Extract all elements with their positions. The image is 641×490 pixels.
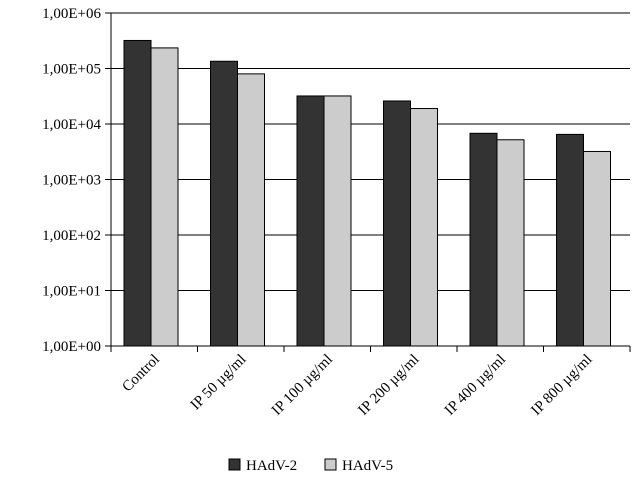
x-tick-labels: Control IP 50 µg/ml IP 100 µg/ml IP 200 µg/… xyxy=(119,352,595,419)
bar-hadv-5-4 xyxy=(496,139,525,347)
bar-hadv-2-4 xyxy=(469,132,498,347)
y-tick-label: 1,00E+06 xyxy=(42,6,101,22)
y-tick-label: 1,00E+05 xyxy=(42,62,101,78)
bar-hadv-2-3 xyxy=(383,100,411,347)
bar-hadv-2-0 xyxy=(123,39,152,347)
bar-hadv-5-3 xyxy=(410,108,438,347)
legend-label-hadv-5: HAdV-5 xyxy=(342,458,393,474)
axes xyxy=(105,12,631,352)
legend-swatch-hadv-5 xyxy=(324,458,337,471)
x-tick-label: IP 200 µg/ml xyxy=(355,352,422,419)
y-tick-label: 1,00E+03 xyxy=(42,173,101,189)
y-tick-label: 1,00E+04 xyxy=(42,117,101,133)
gridlines xyxy=(111,12,630,291)
bar-hadv-5-2 xyxy=(323,95,352,347)
bar-hadv-5-5 xyxy=(583,150,611,347)
bar-hadv-5-1 xyxy=(237,73,265,347)
y-tick-label: 1,00E+02 xyxy=(42,228,101,244)
legend-swatch-hadv-2 xyxy=(228,458,241,471)
y-tick-labels: 1,00E+00 1,00E+01 1,00E+02 1,00E+03 1,00E+04… xyxy=(42,6,101,355)
bars xyxy=(123,39,611,347)
x-tick-label: Control xyxy=(119,352,163,396)
legend: HAdV-2 HAdV-5 xyxy=(228,458,393,474)
x-tick-label: IP 400 µg/ml xyxy=(442,352,509,419)
x-tick-label: IP 100 µg/ml xyxy=(269,352,336,419)
bar-hadv-5-0 xyxy=(150,47,179,347)
legend-label-hadv-2: HAdV-2 xyxy=(246,458,297,474)
y-tick-label: 1,00E+00 xyxy=(42,339,101,355)
x-tick-label: IP 50 µg/ml xyxy=(188,352,250,414)
y-tick-label: 1,00E+01 xyxy=(42,284,101,300)
x-tick-label: IP 800 µg/ml xyxy=(528,352,595,419)
bar-hadv-2-5 xyxy=(556,133,584,347)
bar-hadv-2-2 xyxy=(296,95,325,347)
bar-hadv-2-1 xyxy=(210,60,238,347)
